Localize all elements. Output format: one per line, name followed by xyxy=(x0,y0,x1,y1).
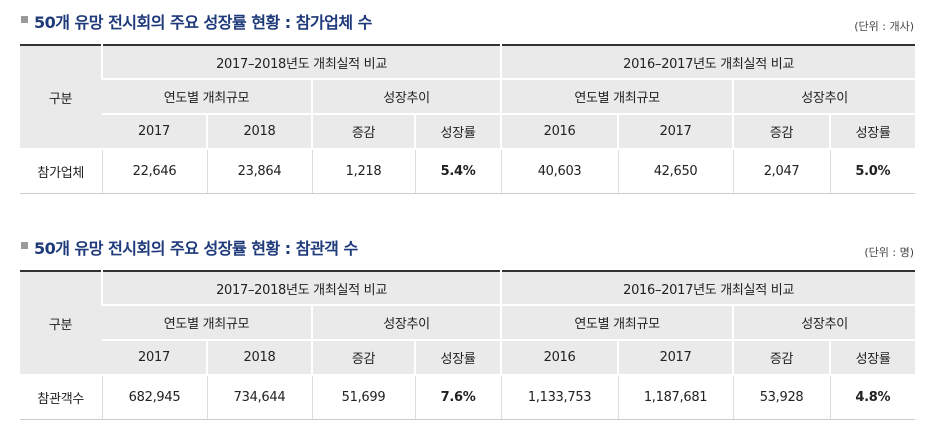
subheader-trend: 성장추이 xyxy=(310,79,502,115)
table-cell: 2,047 xyxy=(732,149,831,194)
change-header: 증감 xyxy=(311,114,415,150)
table-row: 참관객수 682,945 734,644 51,699 7.6% 1,133,7… xyxy=(20,375,916,420)
year-header: 2018 xyxy=(206,114,312,150)
table-cell: 1,218 xyxy=(311,149,415,194)
year-header: 2018 xyxy=(206,340,312,376)
rate-header: 성장률 xyxy=(829,340,916,376)
change-header: 증감 xyxy=(311,340,415,376)
visitors-table: 구분 2017–2018년도 개최실적 비교 2016–2017년도 개최실적 … xyxy=(20,270,916,420)
row-label: 참가업체 xyxy=(20,149,102,194)
table-cell: 51,699 xyxy=(311,375,415,420)
subheader-size: 연도별 개최규모 xyxy=(102,305,312,341)
year-header: 2017 xyxy=(617,114,734,150)
square-bullet-icon xyxy=(21,242,28,249)
unit-note: (단위 : 개사) xyxy=(854,20,914,33)
year-header: 2017 xyxy=(102,114,207,150)
table-cell: 23,864 xyxy=(206,149,312,194)
section-title: 50개 유망 전시회의 주요 성장률 현황 : 참가업체 수 xyxy=(34,13,372,32)
participants-table: 구분 2017–2018년도 개최실적 비교 2016–2017년도 개최실적 … xyxy=(20,44,916,194)
subheader-trend: 성장추이 xyxy=(732,79,916,115)
table-cell-rate: 7.6% xyxy=(414,375,502,420)
year-header: 2017 xyxy=(102,340,207,376)
table-cell: 40,603 xyxy=(500,149,619,194)
table-cell-rate: 5.0% xyxy=(829,149,916,194)
row-label: 참관객수 xyxy=(20,375,102,420)
rate-header: 성장률 xyxy=(413,340,502,376)
table-cell: 53,928 xyxy=(732,375,831,420)
table-cell: 734,644 xyxy=(206,375,312,420)
group-header-2016-2017: 2016–2017년도 개최실적 비교 xyxy=(500,271,916,306)
corner-header: 구분 xyxy=(20,45,102,150)
year-header: 2016 xyxy=(500,114,619,150)
group-header-2017-2018: 2017–2018년도 개최실적 비교 xyxy=(100,45,502,80)
table-cell: 22,646 xyxy=(101,149,207,194)
table-cell-rate: 4.8% xyxy=(829,375,916,420)
table-cell-rate: 5.4% xyxy=(414,149,502,194)
year-header: 2017 xyxy=(617,340,734,376)
year-header: 2016 xyxy=(500,340,619,376)
group-header-2016-2017: 2016–2017년도 개최실적 비교 xyxy=(500,45,916,80)
square-bullet-icon xyxy=(21,16,28,23)
corner-header: 구분 xyxy=(20,271,102,376)
change-header: 증감 xyxy=(732,340,831,376)
table-cell: 1,133,753 xyxy=(500,375,619,420)
subheader-trend: 성장추이 xyxy=(310,305,502,341)
change-header: 증감 xyxy=(732,114,831,150)
table-cell: 42,650 xyxy=(617,149,734,194)
table-cell: 682,945 xyxy=(101,375,207,420)
participants-section: 50개 유망 전시회의 주요 성장률 현황 : 참가업체 수 (단위 : 개사)… xyxy=(0,0,935,194)
visitors-section: 50개 유망 전시회의 주요 성장률 현황 : 참관객 수 (단위 : 명) 구… xyxy=(0,226,935,420)
subheader-size: 연도별 개최규모 xyxy=(102,79,312,115)
unit-note: (단위 : 명) xyxy=(864,246,914,259)
group-header-2017-2018: 2017–2018년도 개최실적 비교 xyxy=(100,271,502,306)
table-cell: 1,187,681 xyxy=(617,375,734,420)
subheader-trend: 성장추이 xyxy=(732,305,916,341)
section-header: 50개 유망 전시회의 주요 성장률 현황 : 참가업체 수 (단위 : 개사) xyxy=(0,0,935,44)
section-header: 50개 유망 전시회의 주요 성장률 현황 : 참관객 수 (단위 : 명) xyxy=(0,226,935,270)
rate-header: 성장률 xyxy=(829,114,916,150)
section-title: 50개 유망 전시회의 주요 성장률 현황 : 참관객 수 xyxy=(34,239,358,258)
rate-header: 성장률 xyxy=(413,114,502,150)
subheader-size: 연도별 개최규모 xyxy=(500,305,734,341)
subheader-size: 연도별 개최규모 xyxy=(500,79,734,115)
table-row: 참가업체 22,646 23,864 1,218 5.4% 40,603 42,… xyxy=(20,149,916,194)
